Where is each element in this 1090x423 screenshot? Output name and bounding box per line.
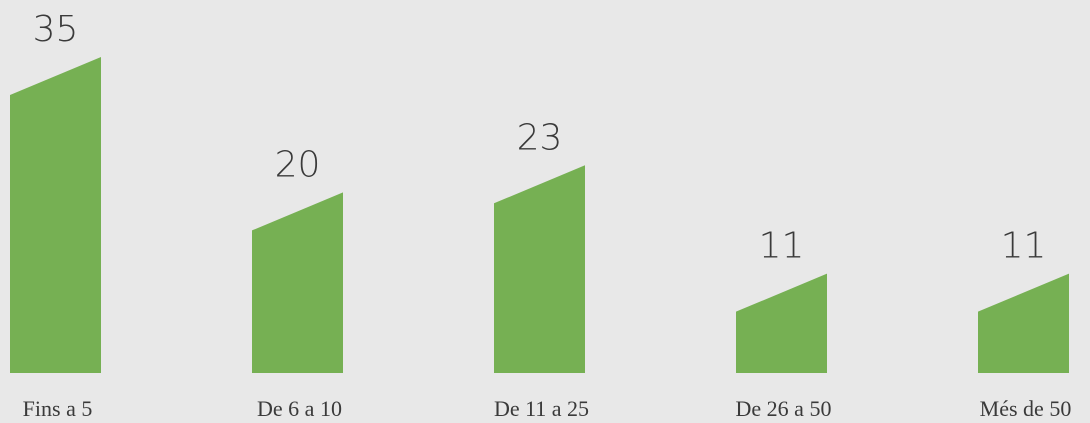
value-label: 23 [517, 117, 563, 158]
bar [494, 165, 585, 373]
bar [252, 192, 343, 373]
bar [978, 273, 1069, 373]
bar [10, 56, 101, 373]
value-label: 20 [275, 144, 321, 185]
value-label: 11 [1001, 226, 1047, 267]
value-label: 35 [33, 9, 79, 50]
x-tick-label: Fins a 5 [23, 396, 93, 421]
bar [736, 273, 827, 373]
x-tick-label: De 6 a 10 [257, 396, 342, 421]
x-tick-label: De 26 a 50 [736, 396, 832, 421]
value-label: 11 [759, 226, 805, 267]
x-tick-label: Més de 50 [980, 396, 1072, 421]
x-tick-label: De 11 a 25 [494, 396, 589, 421]
